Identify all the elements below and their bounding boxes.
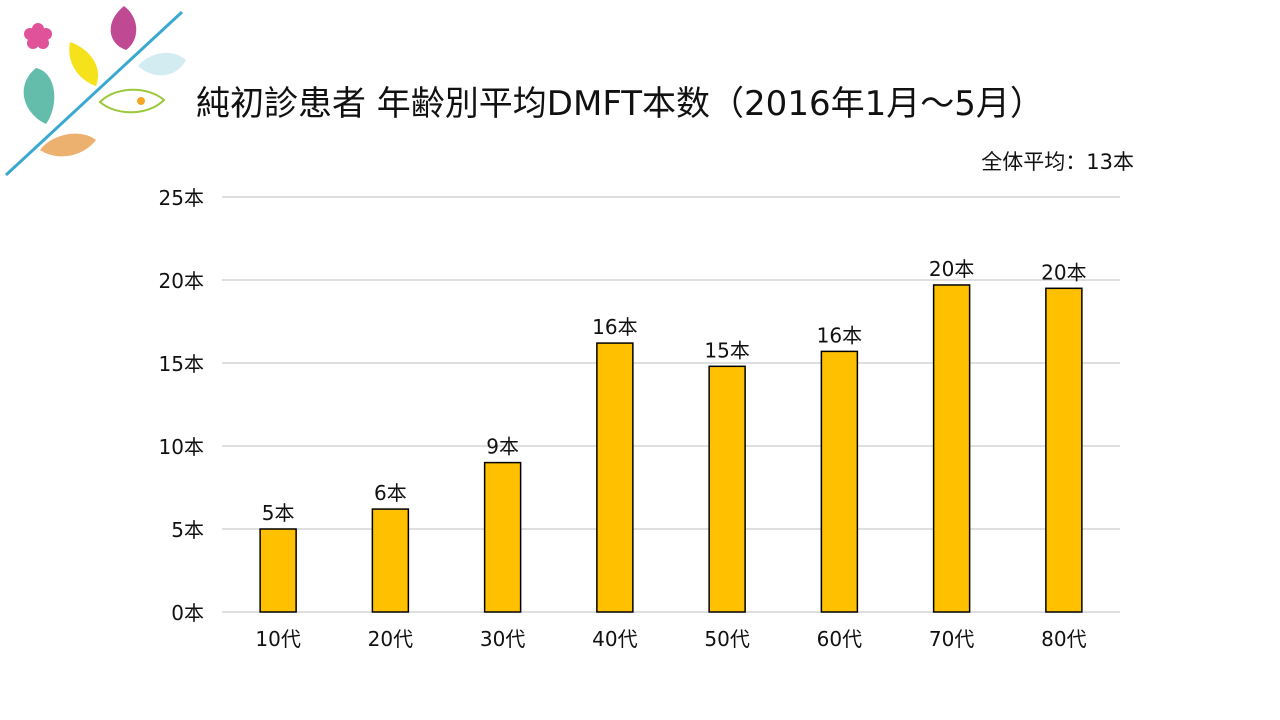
bar (596, 342, 634, 613)
data-label: 6本 (374, 481, 407, 505)
teal-leaf-icon (23, 68, 55, 124)
bar (371, 508, 410, 613)
y-tick-label: 0本 (171, 601, 204, 625)
data-label: 20本 (929, 257, 974, 281)
bar (708, 365, 746, 613)
x-tick-label: 60代 (817, 627, 862, 651)
data-label: 5本 (262, 501, 295, 525)
overall-average-label: 全体平均：13本 (981, 150, 1134, 174)
bar (932, 284, 971, 613)
purple-leaf-icon (110, 6, 137, 50)
data-label: 16本 (592, 315, 637, 339)
y-tick-label: 20本 (159, 269, 204, 293)
x-tick-label: 10代 (255, 627, 300, 651)
corner-leaf-decoration (4, 6, 186, 177)
x-tick-label: 70代 (929, 627, 974, 651)
y-tick-label: 25本 (159, 186, 204, 210)
y-tick-label: 10本 (159, 435, 204, 459)
yellow-leaf-icon (69, 42, 99, 86)
bar (483, 461, 522, 613)
x-tick-label: 30代 (480, 627, 525, 651)
x-tick-label: 80代 (1041, 627, 1086, 651)
slide-title: 純初診患者 年齢別平均DMFT本数（2016年1月～5月） (196, 84, 1044, 124)
y-tick-label: 15本 (159, 352, 204, 376)
lightblue-leaf-icon (138, 52, 186, 76)
decoration-diagonal-line (4, 10, 184, 177)
bar (820, 350, 859, 613)
y-tick-label: 5本 (171, 518, 204, 542)
bar (259, 528, 297, 613)
bar (1045, 287, 1083, 613)
pink-flower-icon (24, 23, 52, 49)
x-tick-label: 50代 (704, 627, 749, 651)
orange-leaf-icon (40, 133, 96, 157)
data-label: 16本 (817, 323, 862, 347)
green-leaf-outline-icon (98, 88, 166, 114)
leaf-center-dot-icon (137, 97, 145, 105)
data-label: 15本 (704, 338, 749, 362)
x-tick-label: 40代 (592, 627, 637, 651)
data-label: 9本 (486, 435, 519, 459)
x-tick-label: 20代 (368, 627, 413, 651)
data-label: 20本 (1041, 260, 1086, 284)
